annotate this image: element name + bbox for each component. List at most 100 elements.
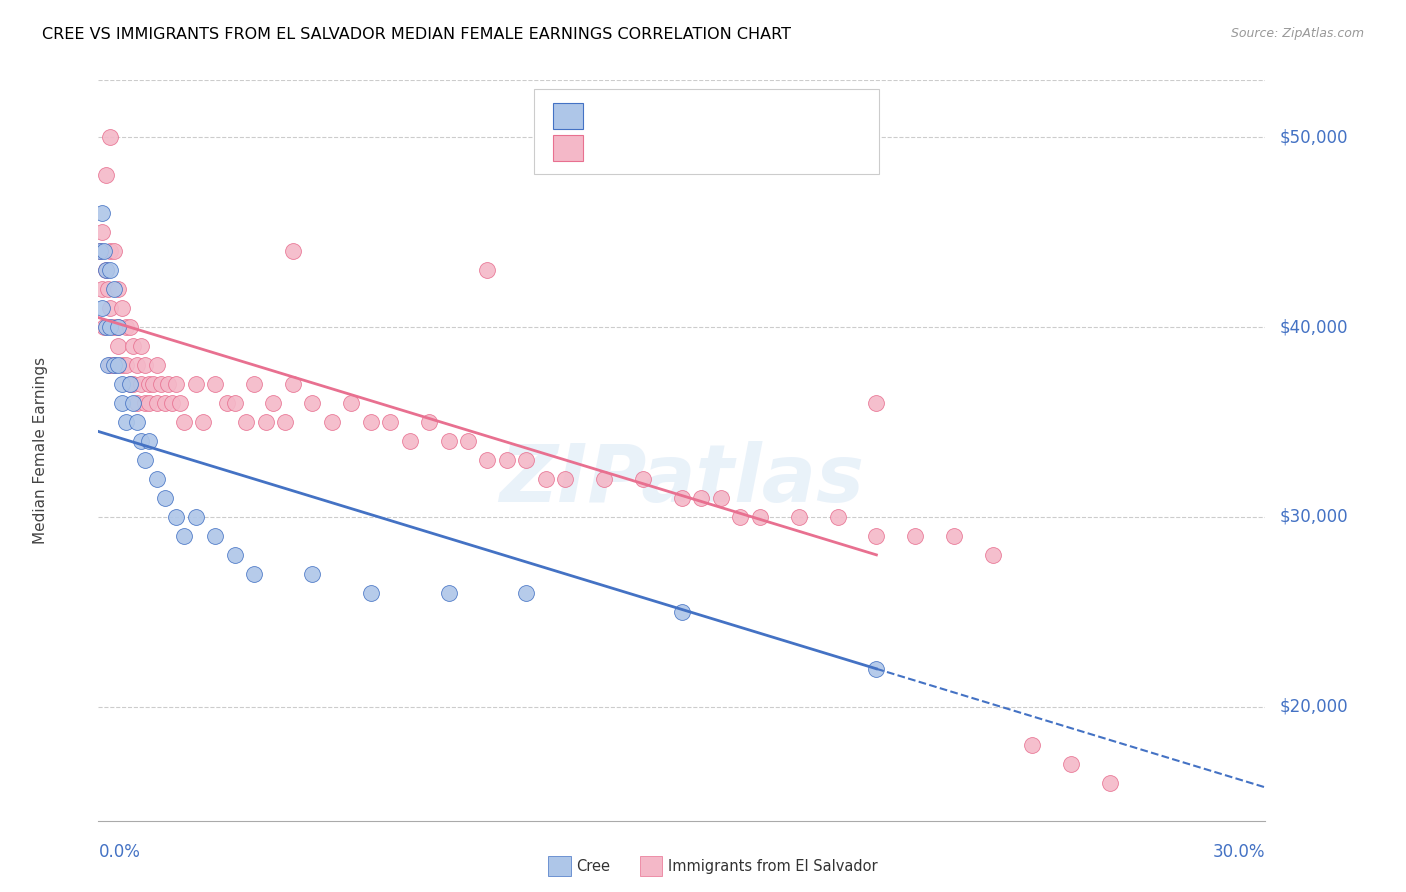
Text: Immigrants from El Salvador: Immigrants from El Salvador [668,859,877,873]
Point [215,396,238,410]
Point [398,434,420,448]
Point [515,453,537,467]
Point [111,301,134,315]
Point [127,415,149,429]
Point [91,206,114,220]
Point [235,415,257,429]
Point [184,509,207,524]
Point [1021,738,1043,752]
Point [943,529,966,543]
Point [134,396,156,410]
Point [98,358,121,372]
Point [496,453,519,467]
Point [534,472,557,486]
Point [98,301,121,315]
Point [149,377,172,392]
Point [91,301,114,315]
Point [224,396,246,410]
Point [142,377,165,392]
Point [114,320,136,334]
Point [114,415,136,429]
Point [418,415,440,429]
Point [153,491,176,505]
Point [122,377,145,392]
Text: 0.0%: 0.0% [98,844,141,862]
Point [710,491,733,505]
Point [122,396,145,410]
Point [89,244,111,259]
Point [96,320,118,334]
Point [243,566,266,581]
Point [787,509,810,524]
Point [204,529,226,543]
Point [97,358,120,372]
Point [865,662,887,676]
Text: 30.0%: 30.0% [1213,844,1265,862]
Point [360,586,382,600]
Point [173,529,195,543]
Point [129,339,152,353]
Point [748,509,770,524]
Point [138,377,160,392]
Point [827,509,849,524]
Point [593,472,616,486]
Point [169,396,191,410]
Point [173,415,195,429]
Text: ZIPatlas: ZIPatlas [499,441,865,519]
Point [153,396,176,410]
Point [103,282,125,296]
Point [671,491,693,505]
Point [91,282,114,296]
Text: R = -0.415   N = 87: R = -0.415 N = 87 [592,141,742,155]
Point [107,320,129,334]
Point [865,396,887,410]
Point [138,434,160,448]
Point [98,320,121,334]
Point [111,377,134,392]
Point [321,415,343,429]
Point [122,339,145,353]
Point [165,377,187,392]
Point [340,396,363,410]
Text: $50,000: $50,000 [1279,128,1348,146]
Point [281,244,304,259]
Point [904,529,927,543]
Point [281,377,304,392]
Point [134,358,156,372]
Point [477,263,499,277]
Point [146,396,169,410]
Point [97,282,120,296]
Point [107,339,129,353]
Point [274,415,297,429]
Point [165,509,187,524]
Point [1060,756,1083,771]
Point [554,472,576,486]
Point [243,377,266,392]
Point [360,415,382,429]
Point [96,168,118,182]
Point [138,396,160,410]
Point [107,282,129,296]
Point [1098,775,1121,789]
Point [98,263,121,277]
Point [118,377,141,392]
Point [184,377,207,392]
Point [301,566,323,581]
Point [865,529,887,543]
Point [129,434,152,448]
Point [107,320,129,334]
Point [127,358,149,372]
Point [96,263,118,277]
Text: $40,000: $40,000 [1279,318,1348,336]
Text: CREE VS IMMIGRANTS FROM EL SALVADOR MEDIAN FEMALE EARNINGS CORRELATION CHART: CREE VS IMMIGRANTS FROM EL SALVADOR MEDI… [42,27,792,42]
Point [204,377,226,392]
Point [89,244,111,259]
Point [129,377,152,392]
Point [631,472,654,486]
Point [437,586,460,600]
Point [96,263,118,277]
Point [118,377,141,392]
Point [103,358,125,372]
Point [690,491,713,505]
Text: Cree: Cree [576,859,610,873]
